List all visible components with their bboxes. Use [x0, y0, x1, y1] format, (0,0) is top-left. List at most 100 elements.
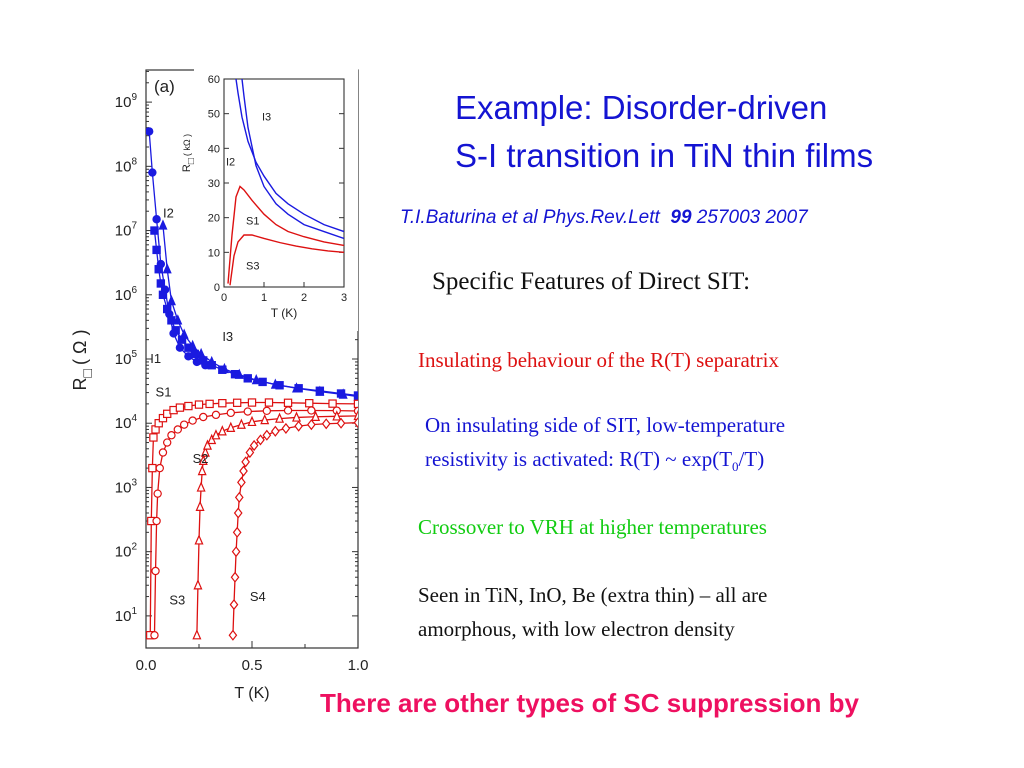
data-point-i3 [353, 390, 358, 401]
data-point-i3 [270, 378, 280, 389]
data-point-s4 [336, 417, 346, 429]
data-point-s4 [239, 465, 248, 477]
data-point-s3 [202, 439, 212, 450]
data-point-s2 [152, 516, 161, 526]
data-point-s1 [218, 399, 227, 408]
y-tick-label: 109 [115, 92, 138, 111]
data-point-s3 [292, 411, 302, 422]
data-point-s1 [149, 433, 158, 442]
data-point-s1 [175, 403, 185, 412]
feature-activated-formula-a: resistivity is activated: R(T) ~ exp(T [425, 447, 733, 471]
data-point-s3 [260, 413, 270, 425]
data-point-i3 [162, 263, 172, 274]
data-point-s1 [247, 398, 257, 407]
inset-x-tick-label: 0 [221, 292, 227, 304]
data-point-s3 [226, 421, 236, 432]
data-point-s3 [353, 409, 358, 421]
data-point-s4 [321, 418, 331, 430]
data-point-s1 [305, 399, 314, 408]
x-tick-label: 1.0 [348, 657, 369, 674]
data-point-s3 [236, 418, 246, 429]
curve-label-i3: I3 [222, 329, 233, 344]
slide-title-line1: Example: Disorder-driven [455, 89, 828, 126]
data-point-s1 [184, 401, 193, 411]
data-point-s1 [205, 399, 214, 409]
feature-materials-line1: Seen in TiN, InO, Be (extra thin) – all … [418, 583, 768, 607]
inset-series-i3 [235, 79, 344, 233]
inset-y-axis-label: R□( kΩ ) [181, 134, 197, 172]
inset-y-tick-label: 20 [208, 213, 220, 225]
inset-curve-label-s3: S3 [246, 261, 259, 273]
data-point-s4 [234, 491, 244, 503]
data-point-s2 [162, 438, 172, 447]
data-point-i3 [219, 362, 229, 374]
data-point-i3 [196, 347, 206, 359]
inset-curve-label-i3: I3 [262, 112, 271, 124]
data-point-s4 [233, 507, 243, 519]
data-point-s4 [249, 439, 259, 452]
data-point-s4 [237, 476, 246, 488]
data-point-s4 [306, 419, 316, 431]
data-point-s2 [199, 412, 208, 422]
data-point-s2 [153, 489, 162, 498]
inset-series-s3 [229, 234, 344, 286]
data-point-i2 [167, 316, 176, 325]
data-point-s4 [262, 429, 272, 441]
data-point-s1 [353, 399, 358, 409]
feature-activated-line1: On insulating side of SIT, low-temperatu… [425, 413, 786, 437]
data-point-s3 [247, 415, 257, 427]
y-tick-label: 105 [115, 349, 138, 368]
data-point-s4 [230, 571, 240, 583]
series-s2 [150, 406, 358, 640]
citation-pages: 257003 2007 [696, 207, 808, 228]
data-point-s3 [217, 425, 227, 436]
curve-label-i2: I2 [163, 205, 174, 220]
inset-x-tick-label: 2 [301, 292, 307, 304]
y-tick-label: 106 [115, 285, 138, 304]
data-point-i2 [171, 326, 180, 335]
citation-volume: 99 [670, 207, 692, 228]
series-line-s3 [196, 415, 358, 636]
x-tick-label: 0.0 [136, 657, 157, 674]
y-tick-label: 102 [115, 542, 138, 561]
data-point-i1 [175, 343, 185, 352]
data-point-s2 [167, 431, 176, 440]
data-point-s2 [173, 425, 182, 434]
data-point-s3 [194, 534, 204, 545]
feature-vrh-crossover: Crossover to VRH at higher temperatures [418, 515, 767, 539]
data-point-s1 [283, 398, 293, 407]
y-tick-label: 107 [115, 221, 138, 240]
data-point-i2 [152, 245, 161, 255]
data-point-i3 [173, 314, 183, 325]
data-point-i2 [190, 349, 199, 359]
data-point-i2 [158, 290, 168, 299]
data-point-s3 [275, 412, 285, 423]
data-point-s2 [179, 420, 189, 429]
data-point-i3 [158, 219, 168, 230]
data-point-s1 [158, 413, 168, 423]
data-point-s1 [194, 400, 204, 409]
data-point-s1 [264, 398, 274, 407]
data-point-s3 [211, 429, 221, 440]
data-point-s3 [195, 500, 205, 511]
footer-banner: There are other types of SC suppression … [320, 688, 859, 718]
inset-y-tick-label: 0 [214, 282, 220, 294]
data-point-i1 [146, 127, 154, 136]
data-point-i3 [292, 382, 302, 393]
inset-y-tick-label: 50 [208, 109, 220, 121]
data-point-i3 [315, 385, 325, 396]
data-point-i2 [150, 226, 159, 235]
feature-materials-line2: amorphous, with low electron density [418, 617, 735, 641]
inset-x-axis-label: T (K) [271, 306, 297, 320]
feature-activated-subscript: 0 [732, 459, 739, 475]
data-point-s4 [241, 456, 251, 468]
y-axis-label: R□( Ω ) [70, 330, 95, 391]
inset-y-tick-label: 30 [208, 178, 220, 190]
data-point-s2 [307, 406, 316, 415]
data-point-i3 [338, 388, 348, 399]
section-heading: Specific Features of Direct SIT: [432, 268, 751, 295]
data-point-s2 [262, 406, 272, 416]
inset-series-s1 [227, 185, 344, 284]
data-point-i3 [207, 355, 217, 367]
data-point-i2 [163, 304, 172, 314]
